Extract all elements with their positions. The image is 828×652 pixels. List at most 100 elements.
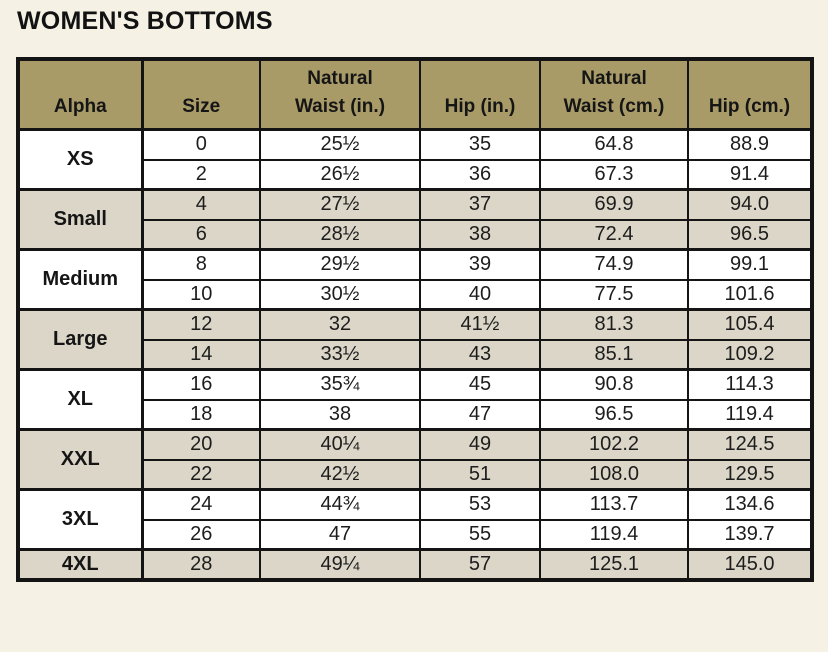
- waist-cm-cell: 74.9: [539, 248, 689, 281]
- waist-cm-cell: 102.2: [539, 428, 689, 461]
- hip-in-cell: 37: [419, 188, 541, 221]
- hip-cm-cell: 88.9: [687, 128, 813, 161]
- hip-cm-cell: 105.4: [687, 308, 813, 341]
- hip-in-cell: 49: [419, 428, 541, 461]
- alpha-cell: XS: [17, 128, 144, 191]
- table-row: 14 33½ 43 85.1 109.2: [18, 338, 813, 371]
- hip-in-cell: 55: [419, 518, 541, 551]
- alpha-cell: XXL: [17, 428, 144, 491]
- table-row: 6 28½ 38 72.4 96.5: [18, 218, 813, 251]
- table-row: XS 0 25½ 35 64.8 88.9: [17, 128, 813, 191]
- size-cell: 26: [141, 518, 261, 551]
- hip-cm-cell: 129.5: [687, 458, 813, 491]
- column-header-hip-cm: Hip (cm.): [687, 58, 813, 132]
- size-cell: 12: [141, 308, 261, 341]
- hip-in-cell: 45: [419, 368, 541, 401]
- table-row: 3XL 24 44¾ 53 113.7 134.6: [17, 488, 813, 551]
- size-cell: 4: [141, 188, 261, 221]
- hip-cm-cell: 134.6: [687, 488, 813, 521]
- waist-in-cell: 30½: [259, 278, 421, 311]
- page: WOMEN'S BOTTOMS Alpha Size Natural Waist (i…: [0, 0, 828, 582]
- size-cell: 10: [141, 278, 261, 311]
- alpha-cell: Medium: [17, 248, 144, 311]
- table-header-row: Alpha Size Natural Waist (in.) Hip (in.) Natu…: [17, 58, 813, 132]
- column-header-alpha: Alpha: [17, 58, 144, 132]
- alpha-cell: Small: [17, 188, 144, 251]
- size-cell: 6: [141, 218, 261, 251]
- waist-cm-cell: 72.4: [539, 218, 689, 251]
- table-row: 26 47 55 119.4 139.7: [18, 518, 813, 551]
- table-body: XS 0 25½ 35 64.8 88.9 2 26½ 36 67.3 91.4 Small 4 27½ 3…: [17, 128, 813, 581]
- hip-in-cell: 40: [419, 278, 541, 311]
- size-chart-table: Alpha Size Natural Waist (in.) Hip (in.) Natu…: [16, 57, 814, 582]
- hip-in-cell: 47: [419, 398, 541, 431]
- hip-cm-cell: 96.5: [687, 218, 813, 251]
- size-cell: 28: [141, 548, 261, 581]
- hip-cm-cell: 119.4: [687, 398, 813, 431]
- table-row: 18 38 47 96.5 119.4: [18, 398, 813, 431]
- table-row: 10 30½ 40 77.5 101.6: [18, 278, 813, 311]
- alpha-cell: Large: [17, 308, 144, 371]
- hip-cm-cell: 94.0: [687, 188, 813, 221]
- hip-cm-cell: 114.3: [687, 368, 813, 401]
- waist-in-cell: 42½: [259, 458, 421, 491]
- hip-in-cell: 41½: [419, 308, 541, 341]
- hip-in-cell: 57: [419, 548, 541, 581]
- waist-cm-cell: 125.1: [539, 548, 689, 581]
- waist-cm-cell: 96.5: [539, 398, 689, 431]
- waist-cm-cell: 77.5: [539, 278, 689, 311]
- waist-cm-cell: 64.8: [539, 128, 689, 161]
- table-row: 4XL 28 49¼ 57 125.1 145.0: [17, 548, 813, 581]
- waist-in-cell: 27½: [259, 188, 421, 221]
- size-cell: 24: [141, 488, 261, 521]
- waist-cm-cell: 108.0: [539, 458, 689, 491]
- waist-in-cell: 32: [259, 308, 421, 341]
- waist-in-cell: 38: [259, 398, 421, 431]
- hip-cm-cell: 101.6: [687, 278, 813, 311]
- page-title: WOMEN'S BOTTOMS: [17, 7, 273, 35]
- alpha-cell: XL: [17, 368, 144, 431]
- waist-in-cell: 49¼: [259, 548, 421, 581]
- size-cell: 8: [141, 248, 261, 281]
- waist-cm-cell: 69.9: [539, 188, 689, 221]
- hip-in-cell: 35: [419, 128, 541, 161]
- column-header-waist-cm: Natural Waist (cm.): [539, 58, 689, 132]
- column-header-hip-in: Hip (in.): [419, 58, 541, 132]
- table-row: Medium 8 29½ 39 74.9 99.1: [17, 248, 813, 311]
- waist-in-cell: 40¼: [259, 428, 421, 461]
- hip-cm-cell: 139.7: [687, 518, 813, 551]
- hip-in-cell: 39: [419, 248, 541, 281]
- hip-in-cell: 38: [419, 218, 541, 251]
- waist-in-cell: 47: [259, 518, 421, 551]
- hip-in-cell: 51: [419, 458, 541, 491]
- alpha-cell: 3XL: [17, 488, 144, 551]
- waist-in-cell: 25½: [259, 128, 421, 161]
- size-cell: 20: [141, 428, 261, 461]
- table-header: Alpha Size Natural Waist (in.) Hip (in.) Natu…: [17, 58, 813, 132]
- waist-in-cell: 29½: [259, 248, 421, 281]
- hip-cm-cell: 91.4: [687, 158, 813, 191]
- table-row: Large 12 32 41½ 81.3 105.4: [17, 308, 813, 371]
- size-cell: 14: [141, 338, 261, 371]
- column-header-waist-in: Natural Waist (in.): [259, 58, 421, 132]
- waist-cm-cell: 113.7: [539, 488, 689, 521]
- waist-cm-cell: 119.4: [539, 518, 689, 551]
- size-cell: 16: [141, 368, 261, 401]
- hip-in-cell: 36: [419, 158, 541, 191]
- table-row: 22 42½ 51 108.0 129.5: [18, 458, 813, 491]
- hip-cm-cell: 145.0: [687, 548, 813, 581]
- table-row: Small 4 27½ 37 69.9 94.0: [17, 188, 813, 251]
- waist-in-cell: 33½: [259, 338, 421, 371]
- hip-cm-cell: 109.2: [687, 338, 813, 371]
- size-cell: 0: [141, 128, 261, 161]
- table-row: XL 16 35¾ 45 90.8 114.3: [17, 368, 813, 431]
- waist-in-cell: 26½: [259, 158, 421, 191]
- waist-cm-cell: 81.3: [539, 308, 689, 341]
- size-cell: 2: [141, 158, 261, 191]
- alpha-cell: 4XL: [17, 548, 144, 581]
- waist-in-cell: 28½: [259, 218, 421, 251]
- waist-cm-cell: 85.1: [539, 338, 689, 371]
- hip-in-cell: 43: [419, 338, 541, 371]
- hip-in-cell: 53: [419, 488, 541, 521]
- waist-in-cell: 35¾: [259, 368, 421, 401]
